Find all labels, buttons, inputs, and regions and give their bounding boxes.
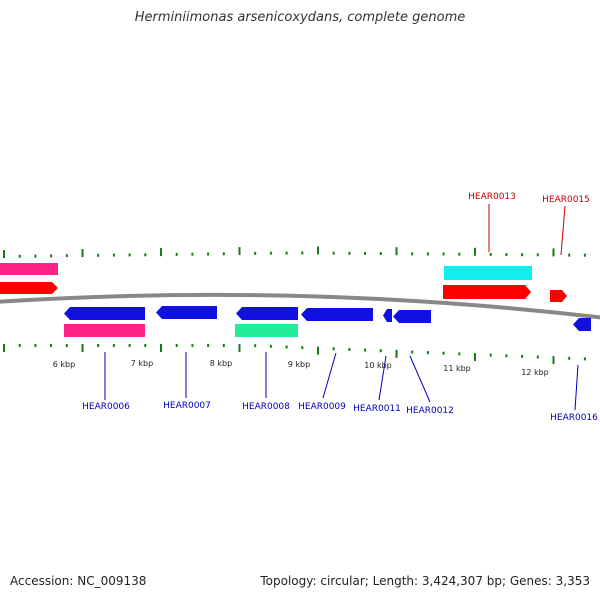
scale-label-12kbp: 12 kbp — [521, 368, 549, 377]
scale-label-6kbp: 6 kbp — [53, 360, 75, 369]
rrna-hear0006[interactable] — [64, 324, 145, 337]
scale-label-9kbp: 9 kbp — [288, 360, 310, 369]
reverse-gene-labels: HEAR0006 HEAR0007 HEAR0008 HEAR0009 HEAR… — [82, 401, 598, 423]
label-leaders — [104, 204, 579, 411]
rrna-feature-left[interactable] — [0, 263, 58, 275]
upper-tick-track — [3, 246, 586, 258]
cds-forward-left[interactable] — [0, 282, 58, 294]
leader-hear0016 — [574, 364, 579, 411]
scale-label-11kbp: 11 kbp — [443, 364, 471, 373]
gene-label-hear0012[interactable]: HEAR0012 — [406, 406, 454, 416]
lower-tick-track — [3, 344, 586, 365]
reverse-strand-features — [64, 306, 591, 337]
leader-hear0015 — [560, 205, 566, 256]
scale-label-7kbp: 7 kbp — [131, 359, 153, 368]
cds-hear0015[interactable] — [550, 290, 567, 302]
accession-text: Accession: NC_009138 — [10, 574, 147, 588]
cds-hear0016[interactable] — [573, 318, 591, 331]
cds-hear0006[interactable] — [64, 307, 145, 320]
genome-backbone — [0, 292, 600, 320]
leader-hear0011 — [378, 355, 387, 401]
gene-label-hear0015[interactable]: HEAR0015 — [542, 195, 590, 205]
scale-labels: 6 kbp 7 kbp 8 kbp 9 kbp 10 kbp 11 kbp 12… — [53, 359, 549, 377]
cds-hear0011[interactable] — [383, 309, 392, 322]
forward-strand-features — [0, 263, 567, 302]
leader-hear0012 — [409, 355, 431, 403]
scale-label-10kbp: 10 kbp — [364, 361, 392, 370]
map-title: Herminiimonas arsenicoxydans, complete g… — [134, 10, 466, 25]
cds-hear0007[interactable] — [156, 306, 217, 319]
cds-hear0013[interactable] — [443, 285, 531, 299]
gene-label-hear0006[interactable]: HEAR0006 — [82, 402, 130, 412]
genome-info-text: Topology: circular; Length: 3,424,307 bp… — [260, 574, 590, 588]
gene-label-hear0011[interactable]: HEAR0011 — [353, 404, 401, 414]
cds-hear0009[interactable] — [301, 308, 373, 321]
gene-label-hear0016[interactable]: HEAR0016 — [550, 413, 598, 423]
misc-feature-hear0013[interactable] — [444, 266, 532, 280]
gene-label-hear0007[interactable]: HEAR0007 — [163, 401, 211, 411]
leader-hear0009 — [322, 352, 337, 399]
scale-label-8kbp: 8 kbp — [210, 359, 232, 368]
cds-hear0008[interactable] — [236, 307, 298, 320]
forward-gene-labels: HEAR0013 HEAR0015 — [468, 192, 590, 205]
cds-hear0012[interactable] — [393, 310, 431, 323]
gene-label-hear0008[interactable]: HEAR0008 — [242, 402, 290, 412]
gene-label-hear0009[interactable]: HEAR0009 — [298, 402, 346, 412]
gene-label-hear0013[interactable]: HEAR0013 — [468, 192, 516, 202]
trna-hear0008[interactable] — [235, 324, 298, 337]
